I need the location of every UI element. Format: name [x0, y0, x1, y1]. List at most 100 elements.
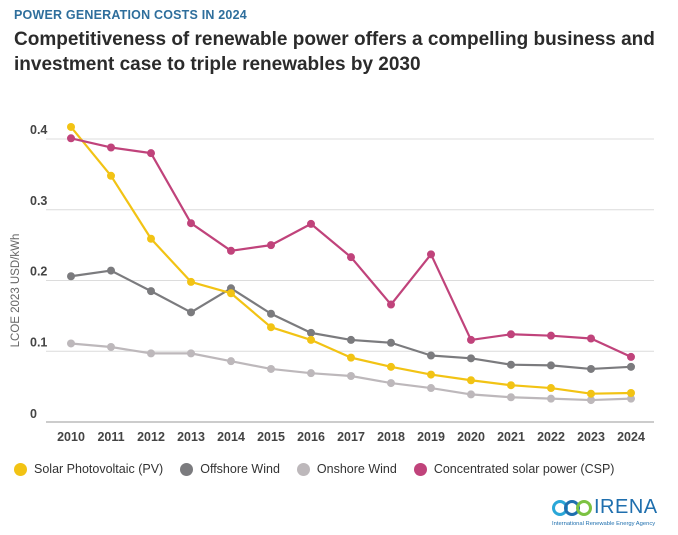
data-point [587, 389, 595, 398]
data-point [467, 390, 475, 399]
data-point [227, 357, 235, 366]
legend-swatch [14, 462, 27, 476]
data-point [347, 353, 355, 362]
data-point [587, 364, 595, 373]
data-point [147, 349, 155, 358]
data-point [107, 343, 115, 352]
data-point [587, 396, 595, 405]
data-point [547, 361, 555, 370]
x-tick-label: 2021 [497, 430, 525, 444]
legend-item: Concentrated solar power (CSP) [413, 462, 615, 476]
data-point [107, 171, 115, 180]
data-point [507, 330, 515, 339]
data-point [467, 376, 475, 385]
data-point [67, 339, 75, 348]
data-point [427, 250, 435, 259]
data-point [547, 384, 555, 393]
data-point [187, 349, 195, 358]
data-point [507, 393, 515, 402]
data-point [427, 370, 435, 379]
chart-kicker: POWER GENERATION COSTS IN 2024 [14, 8, 247, 22]
x-tick-label: 2016 [297, 430, 325, 444]
data-point [107, 143, 115, 152]
data-point [187, 277, 195, 286]
logo-subtitle: International Renewable Energy Agency [552, 521, 656, 527]
y-tick-label: 0.3 [30, 194, 47, 208]
data-point [387, 379, 395, 388]
legend-swatch [413, 462, 427, 476]
data-point [307, 335, 315, 344]
chart-legend: Solar Photovoltaic (PV) Offshore Wind Onsh… [14, 462, 631, 476]
x-tick-label: 2018 [377, 430, 405, 444]
data-point [387, 300, 395, 309]
y-tick-label: 0.1 [30, 335, 47, 349]
data-point [187, 308, 195, 317]
y-tick-label: 0 [30, 407, 37, 421]
x-tick-label: 2011 [97, 430, 124, 444]
data-point [267, 309, 275, 318]
legend-label: Concentrated solar power (CSP) [433, 462, 615, 476]
data-point [547, 331, 555, 340]
data-point [147, 287, 155, 296]
data-point [67, 134, 75, 143]
data-point [307, 219, 315, 228]
data-point [227, 246, 235, 255]
data-point [347, 335, 355, 344]
data-point [507, 360, 515, 369]
data-point [547, 394, 555, 403]
data-point [307, 328, 315, 337]
legend-item: Solar Photovoltaic (PV) [14, 462, 163, 476]
x-tick-label: 2014 [217, 430, 245, 444]
y-tick-label: 0.2 [30, 265, 47, 279]
x-tick-label: 2022 [537, 430, 565, 444]
data-point [267, 323, 275, 332]
data-point [387, 338, 395, 347]
y-tick-label: 0.4 [30, 123, 47, 137]
legend-label: Onshore Wind [316, 462, 397, 476]
data-point [427, 384, 435, 393]
series-line [70, 137, 632, 358]
data-point [627, 394, 635, 403]
legend-swatch [296, 462, 310, 476]
x-tick-label: 2013 [177, 430, 205, 444]
data-point [267, 241, 275, 250]
legend-item: Offshore Wind [180, 462, 280, 476]
y-axis-label: LCOE 2023 USD/kWh [10, 234, 22, 348]
x-tick-label: 2024 [617, 430, 645, 444]
x-tick-label: 2019 [417, 430, 445, 444]
x-tick-label: 2017 [337, 430, 365, 444]
x-tick-label: 2010 [57, 430, 85, 444]
x-tick-label: 2023 [577, 430, 605, 444]
data-point [267, 364, 275, 373]
logo-wordmark: IRENA [594, 496, 658, 518]
data-point [387, 362, 395, 371]
x-tick-label: 2015 [257, 430, 285, 444]
data-point [147, 234, 155, 243]
legend-item: Onshore Wind [296, 462, 397, 476]
data-point [427, 351, 435, 360]
x-tick-label: 2020 [457, 430, 485, 444]
data-point [107, 266, 115, 275]
data-point [587, 334, 595, 343]
data-point [467, 354, 475, 363]
data-point [627, 352, 635, 361]
data-point [347, 372, 355, 381]
chart-title: Competitiveness of renewable power offer… [14, 29, 655, 75]
data-point [467, 335, 475, 344]
irena-logo: IRENA International Renewable Energy Age… [552, 495, 672, 529]
legend-label: Solar Photovoltaic (PV) [34, 462, 164, 476]
series-line [70, 342, 632, 402]
data-point [147, 149, 155, 158]
data-point [627, 362, 635, 371]
irena-logo-icon [552, 500, 592, 516]
data-point [187, 219, 195, 228]
data-point [627, 388, 635, 397]
data-point [67, 272, 75, 281]
data-point [307, 369, 315, 378]
x-tick-label: 2012 [137, 430, 165, 444]
data-point [507, 381, 515, 390]
data-point [227, 289, 235, 298]
legend-label: Offshore Wind [200, 462, 280, 476]
legend-swatch [180, 462, 194, 476]
